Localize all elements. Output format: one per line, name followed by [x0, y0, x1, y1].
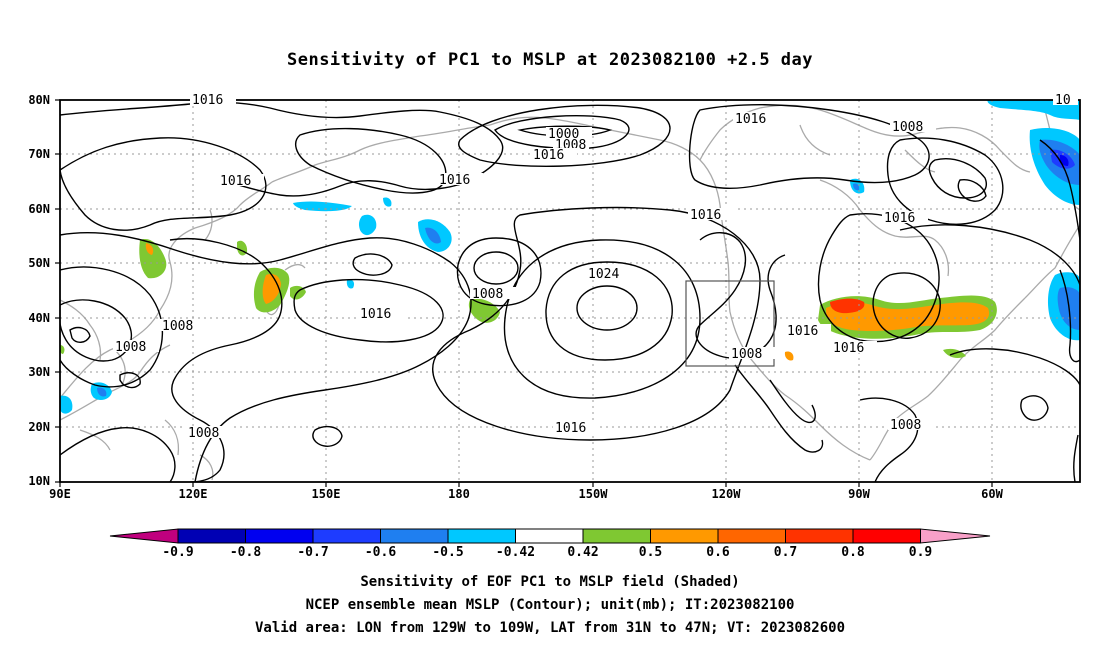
- lon-label: 150E: [311, 487, 341, 501]
- contour-label: 1008: [188, 426, 219, 441]
- lat-label: 60N: [28, 202, 50, 216]
- contour-label: 1024: [588, 267, 619, 282]
- contour-label: 1008: [115, 340, 146, 355]
- contour-label: 1008: [890, 418, 921, 433]
- colorbar-label: -0.42: [495, 545, 536, 560]
- colorbar-label: -0.5: [432, 545, 464, 560]
- contour-label: 1008: [892, 120, 923, 135]
- contour-label: 1016: [360, 307, 391, 322]
- contour-label: 1016: [192, 93, 223, 108]
- contour-label: 1016: [533, 148, 564, 163]
- sensitivity-shading: [60, 100, 1080, 414]
- contour-label: 1016: [884, 211, 915, 226]
- contour-label: 1016: [690, 208, 721, 223]
- footer-line: Valid area: LON from 129W to 109W, LAT f…: [254, 620, 845, 636]
- contour-label: 1008: [731, 347, 762, 362]
- lat-label: 80N: [28, 93, 50, 107]
- contour-label: 1016: [833, 341, 864, 356]
- lon-label: 90E: [49, 487, 71, 501]
- footer-line: Sensitivity of EOF PC1 to MSLP field (Sh…: [360, 574, 740, 590]
- footer-line: NCEP ensemble mean MSLP (Contour); unit(…: [305, 597, 795, 613]
- colorbar: [109, 528, 991, 544]
- contour-label: 1016: [439, 173, 470, 188]
- lon-label: 150W: [578, 487, 608, 501]
- mslp-contours: [60, 101, 1080, 482]
- contour-label: 10: [1055, 93, 1071, 108]
- colorbar-label: 0.9: [908, 545, 933, 560]
- lat-label: 40N: [28, 311, 50, 325]
- colorbar-label: 0.7: [773, 545, 798, 560]
- lat-label: 50N: [28, 256, 50, 270]
- lat-label: 10N: [28, 474, 50, 488]
- colorbar-label: 0.5: [638, 545, 663, 560]
- lat-label: 30N: [28, 365, 50, 379]
- contour-label: 1016: [735, 112, 766, 127]
- contour-label: 1016: [787, 324, 818, 339]
- contour-label: 1016: [220, 174, 251, 189]
- colorbar-label: -0.7: [297, 545, 329, 560]
- lon-label: 60W: [981, 487, 1003, 501]
- axis-ticks: [55, 99, 993, 487]
- colorbar-label: -0.6: [364, 545, 397, 560]
- contour-label: 1008: [472, 287, 503, 302]
- colorbar-label: 0.6: [706, 545, 730, 560]
- map-title: Sensitivity of PC1 to MSLP at 2023082100…: [286, 50, 813, 70]
- colorbar-label: -0.9: [162, 545, 194, 560]
- lat-label: 20N: [28, 420, 50, 434]
- lon-label: 180: [448, 487, 470, 501]
- lon-label: 120W: [711, 487, 741, 501]
- colorbar-label: 0.8: [841, 545, 865, 560]
- lon-label: 90W: [848, 487, 870, 501]
- colorbar-label: 0.42: [567, 545, 599, 560]
- contour-label: 1008: [162, 319, 193, 334]
- lat-label: 70N: [28, 147, 50, 161]
- contour-label: 1016: [555, 421, 586, 436]
- lon-label: 120E: [178, 487, 208, 501]
- valid-area-box: [685, 280, 775, 367]
- colorbar-label: -0.8: [229, 545, 262, 560]
- contour-labels: 1016 1000 1008 1016 1016 1008 1016 1016 …: [113, 93, 1078, 441]
- map-frame: [59, 99, 1081, 483]
